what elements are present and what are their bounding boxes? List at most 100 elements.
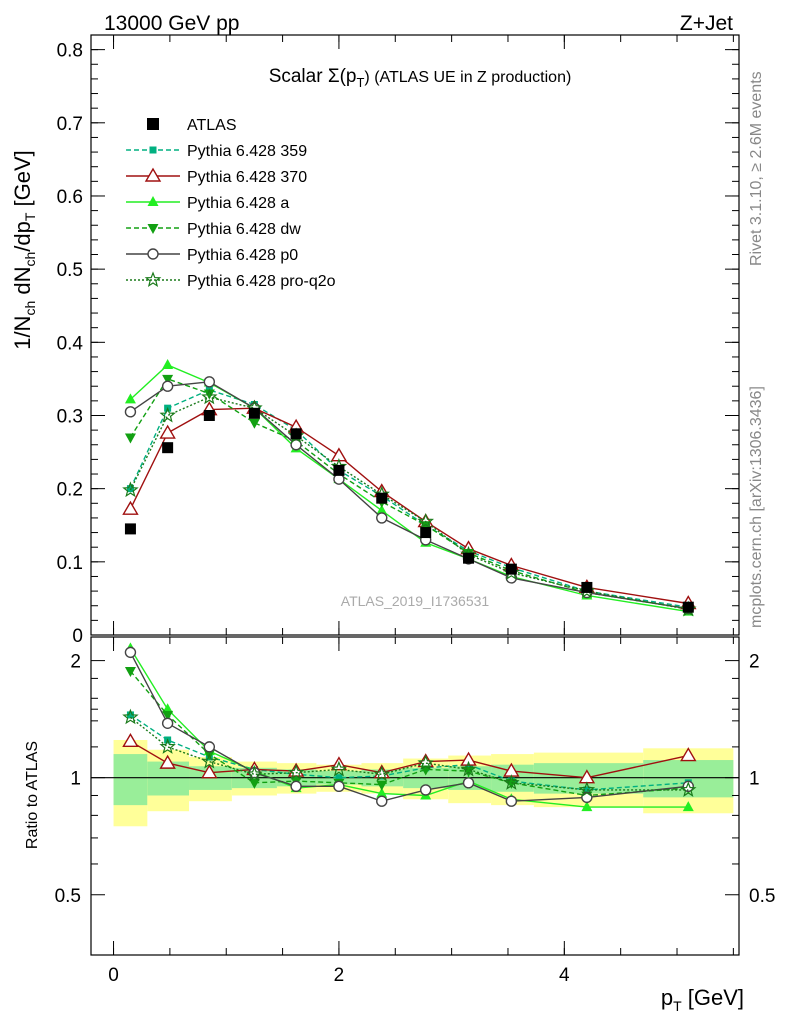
main-series	[122, 359, 697, 617]
ratio-tick-label-right: 1	[749, 769, 760, 790]
y-tick-label: 0.5	[57, 260, 83, 281]
y-tick-label: 0.4	[57, 333, 84, 354]
ylabel-p3: /dp	[10, 221, 35, 252]
data-point	[463, 552, 475, 564]
x-tick-label: 0	[108, 965, 119, 986]
series-point	[290, 439, 302, 451]
ratio-series-line	[129, 670, 689, 797]
series-point	[159, 754, 176, 769]
ratio-tick-label: 1	[70, 769, 81, 790]
series-point	[376, 512, 388, 524]
series-point	[373, 765, 390, 782]
series-line	[129, 396, 689, 611]
series-point	[144, 167, 162, 182]
series-point	[505, 795, 518, 807]
x-tick-label: 4	[559, 965, 570, 986]
xlabel-main: p	[661, 985, 673, 1010]
series-point	[287, 764, 305, 780]
series-point	[583, 786, 591, 794]
series-point	[460, 760, 477, 777]
analysis-watermark: ATLAS_2019_I1736531	[341, 593, 490, 609]
series-point	[578, 781, 596, 797]
data-point	[290, 428, 302, 440]
series-point	[159, 424, 176, 439]
ratio-tick-label: 0.5	[55, 886, 81, 907]
y-tick-label: 0.7	[57, 114, 83, 135]
uncertainty-band-green	[113, 754, 148, 806]
series-point	[201, 388, 218, 405]
legend-label: Pythia 6.428 a	[187, 195, 289, 212]
series-point	[376, 795, 388, 807]
series-point	[680, 747, 697, 762]
series-point	[376, 780, 388, 791]
series-point	[122, 481, 139, 498]
series-line	[129, 407, 689, 605]
series-line	[129, 378, 689, 610]
series-point	[376, 787, 388, 798]
series-point	[680, 781, 697, 797]
series-point	[122, 732, 139, 748]
y-tick-label: 0.2	[57, 480, 83, 501]
series-point	[126, 711, 134, 719]
y-tick-label: 0	[72, 626, 83, 647]
data-point	[505, 563, 517, 575]
main-plot-frame	[90, 34, 740, 636]
series-point	[147, 224, 159, 234]
series-point	[162, 710, 174, 721]
legend-label: Pythia 6.428 359	[187, 143, 307, 160]
series-point	[203, 741, 216, 753]
series-point	[417, 754, 434, 771]
ratio-tick-label-right: 0.5	[749, 886, 775, 907]
x-axis-label: pT [GeV]	[661, 985, 744, 1014]
series-point	[144, 271, 162, 288]
series-line	[129, 364, 689, 613]
data-point	[203, 409, 215, 421]
xlabel-sub: T	[673, 998, 682, 1014]
legend-label: Pythia 6.428 370	[187, 169, 307, 186]
legend-label: ATLAS	[187, 117, 237, 134]
series-point	[201, 764, 218, 779]
ratio-plot-frame	[90, 636, 740, 956]
axes: 0 0.1 0.2 0.3 0.4 0.5 0.6 0.7 0.8 0 2 4 0.5 0.5 1 1 2 2	[55, 34, 775, 986]
series-line	[130, 381, 689, 610]
series-point	[122, 500, 139, 515]
series-point	[149, 146, 157, 154]
series-point	[147, 196, 159, 206]
process-label: Z+Jet	[680, 12, 733, 35]
ratio-series-line	[129, 652, 689, 802]
data-point	[147, 118, 159, 130]
series-point	[246, 765, 263, 782]
data-point	[581, 581, 593, 593]
series-point	[581, 801, 593, 812]
ylabel-s3: T	[22, 212, 38, 221]
series-point	[124, 646, 137, 659]
ylabel-s1: ch	[22, 301, 38, 316]
data-point	[248, 407, 260, 419]
y-axis-label: 1/Nch dNch/dpT [GeV]	[10, 150, 38, 350]
y-tick-label: 0.1	[57, 553, 83, 574]
legend-label: Pythia 6.428 pro-q2o	[187, 273, 336, 290]
legend-label: Pythia 6.428 dw	[187, 221, 301, 238]
series-point	[161, 717, 174, 729]
series-point	[248, 418, 260, 429]
series-point	[124, 667, 136, 678]
series-point	[161, 380, 174, 392]
series-point	[124, 433, 136, 444]
series-point	[376, 504, 388, 515]
ylabel-p1: 1/N	[10, 316, 35, 350]
series-point	[162, 359, 174, 369]
ylabel-p4: [GeV]	[10, 150, 35, 212]
data-point	[162, 442, 174, 454]
ratio-tick-label: 2	[70, 652, 81, 673]
ratio-tick-label-right: 2	[749, 652, 760, 673]
legend: ATLAS Pythia 6.428 359 Pythia 6.428 370 Pyt…	[126, 117, 336, 290]
series-point	[420, 784, 432, 796]
ylabel-s2: ch	[22, 252, 38, 267]
series-point	[417, 512, 435, 529]
data-point	[333, 464, 345, 476]
series-point	[290, 780, 302, 793]
series-point	[124, 393, 136, 404]
mcplots-label: mcplots.cern.ch [arXiv:1306.3436]	[748, 386, 765, 628]
xlabel-unit: [GeV]	[682, 985, 744, 1010]
